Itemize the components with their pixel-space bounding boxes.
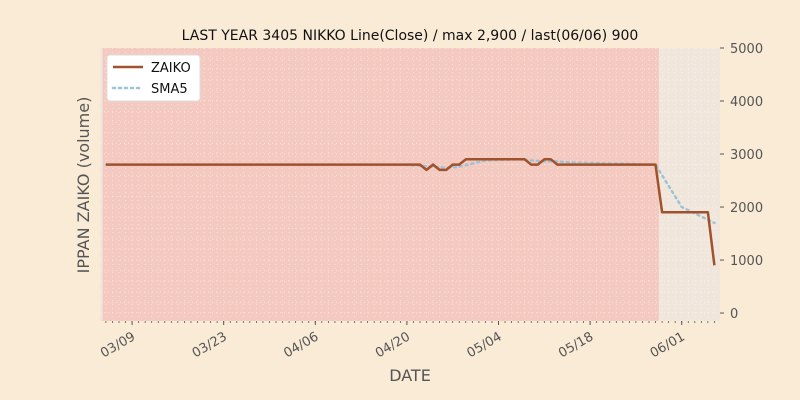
series-line-zaiko [105,158,716,266]
y-tick-label: 3000 [730,148,763,163]
y-tick-label: 0 [730,307,738,322]
x-tick-label: 03/09 [98,329,138,361]
x-tick-label: 03/23 [190,329,230,361]
series-layer [104,158,716,266]
grid [100,47,720,321]
x-tick-label: 05/18 [556,329,596,361]
legend-label-zaiko: ZAIKO [151,61,191,76]
y-tick-label: 2000 [730,201,763,216]
y-axis: 0 1000 2000 3000 4000 5000 [720,42,763,322]
x-tick-label: 06/01 [648,329,688,361]
y-axis-label: IPPAN ZAIKO (volume) [74,97,93,274]
x-tick-label: 04/20 [373,329,413,361]
x-axis: 03/09 03/23 04/06 04/20 05/04 05/18 06/01 [98,321,715,361]
x-axis-label: DATE [389,366,431,385]
y-tick-label: 1000 [730,254,763,269]
y-tick-label: 5000 [730,42,763,57]
x-tick-label: 04/06 [281,329,321,361]
legend-label-sma5: SMA5 [151,82,188,97]
grid-lines [100,47,720,321]
y-tick-label: 4000 [730,95,763,110]
legend: ZAIKO SMA5 [106,54,201,102]
x-tick-label: 05/04 [465,329,505,361]
chart-title: LAST YEAR 3405 NIKKO Line(Close) / max 2… [182,28,639,44]
